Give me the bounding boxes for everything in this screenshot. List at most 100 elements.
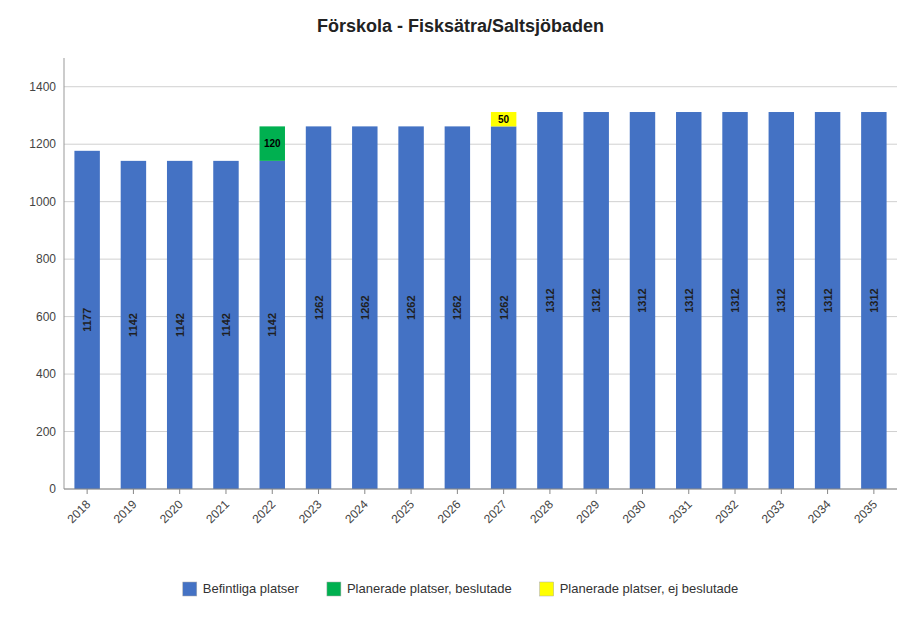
legend-swatch	[540, 582, 554, 596]
bar-segment	[260, 126, 285, 160]
bar-segment	[445, 126, 470, 127]
bar-segment	[398, 126, 423, 127]
x-tick-label: 2019	[111, 497, 140, 526]
bar-segment	[213, 161, 238, 489]
x-tick	[549, 489, 550, 494]
bar-segment	[583, 112, 608, 113]
x-tick-label: 2035	[851, 497, 880, 526]
chart-svg: Förskola - Fisksätra/Saltsjöbaden0200400…	[0, 0, 921, 619]
bar-segment	[121, 161, 146, 489]
y-tick-label: 800	[36, 252, 56, 266]
data-label: 1262	[359, 295, 371, 319]
x-tick-label: 2031	[666, 497, 695, 526]
y-tick-label: 1200	[29, 137, 56, 151]
data-label: 120	[264, 138, 281, 149]
data-label: 1262	[405, 295, 417, 319]
bar-segment	[398, 126, 423, 489]
x-tick	[642, 489, 643, 494]
x-tick	[318, 489, 319, 494]
data-label: 1142	[174, 313, 186, 337]
bar-segment	[121, 160, 146, 161]
bar-segment	[213, 160, 238, 161]
bar-segment	[260, 126, 285, 127]
bar-segment	[861, 112, 886, 113]
x-tick	[457, 489, 458, 494]
bar-segment	[306, 126, 331, 127]
y-tick-label: 0	[49, 482, 56, 496]
x-tick-label: 2025	[388, 497, 417, 526]
bar-segment	[815, 112, 840, 113]
bar-segment	[445, 126, 470, 489]
x-tick-label: 2023	[296, 497, 325, 526]
bar-segment	[630, 112, 655, 113]
bar-segment	[167, 160, 192, 161]
x-tick	[735, 489, 736, 494]
data-label: 1312	[590, 288, 602, 312]
x-tick	[364, 489, 365, 494]
legend-item: Planerade platser, beslutade	[327, 581, 512, 596]
x-tick-label: 2026	[435, 497, 464, 526]
data-label: 1312	[775, 288, 787, 312]
legend: Befintliga platser Planerade platser, bes…	[183, 581, 738, 596]
y-grid	[64, 87, 897, 489]
data-labels: 1177114211421142114212621262126212621262…	[81, 114, 880, 337]
x-tick-label: 2028	[527, 497, 556, 526]
y-tick-label: 1000	[29, 195, 56, 209]
data-label: 1312	[544, 288, 556, 312]
x-tick	[272, 489, 273, 494]
bar-segment	[769, 112, 794, 113]
legend-swatch	[327, 582, 341, 596]
x-tick	[688, 489, 689, 494]
legend-label: Befintliga platser	[203, 581, 300, 596]
bar-segment	[306, 126, 331, 127]
bar-segment	[630, 112, 655, 489]
x-tick-label: 2030	[620, 497, 649, 526]
data-label: 1312	[868, 288, 880, 312]
x-tick	[873, 489, 874, 494]
bar-segment	[445, 126, 470, 127]
bar-segment	[537, 112, 562, 113]
bar-segment	[167, 161, 192, 489]
bar-segment	[583, 112, 608, 489]
bar-segment	[491, 112, 516, 126]
x-tick-label: 2033	[759, 497, 788, 526]
bar-segment	[537, 112, 562, 489]
bar-segment	[676, 112, 701, 113]
bar-segment	[676, 112, 701, 489]
bar-segment	[815, 112, 840, 113]
bar-segment	[260, 161, 285, 489]
x-tick-label: 2034	[805, 497, 834, 526]
bar-segment	[306, 126, 331, 489]
x-tick-label: 2029	[574, 497, 603, 526]
bar-segment	[213, 160, 238, 161]
bar-segment	[861, 112, 886, 489]
bar-segment	[722, 112, 747, 489]
x-tick	[781, 489, 782, 494]
x-tick	[133, 489, 134, 494]
bar-segment	[815, 112, 840, 489]
grid-line	[64, 86, 897, 87]
bar-segment	[74, 150, 99, 151]
data-label: 1262	[451, 295, 463, 319]
bar-segment	[74, 150, 99, 151]
x-tick	[596, 489, 597, 494]
x-tick	[827, 489, 828, 494]
bar-segment	[352, 126, 377, 127]
y-tick-label: 200	[36, 425, 56, 439]
bar-segment	[861, 112, 886, 113]
legend-label: Planerade platser, beslutade	[347, 581, 512, 596]
chart-container: Förskola - Fisksätra/Saltsjöbaden0200400…	[0, 0, 921, 619]
x-tick	[179, 489, 180, 494]
data-label: 1312	[822, 288, 834, 312]
data-label: 1312	[683, 288, 695, 312]
bar-segment	[722, 112, 747, 113]
data-label: 1142	[220, 313, 232, 337]
x-tick	[87, 489, 88, 494]
data-label: 1312	[729, 288, 741, 312]
bar-segment	[722, 112, 747, 113]
bar-segment	[676, 112, 701, 113]
bar-segment	[491, 126, 516, 489]
x-tick-label: 2018	[64, 497, 93, 526]
y-tick-label: 1400	[29, 80, 56, 94]
bar-segment	[583, 112, 608, 113]
